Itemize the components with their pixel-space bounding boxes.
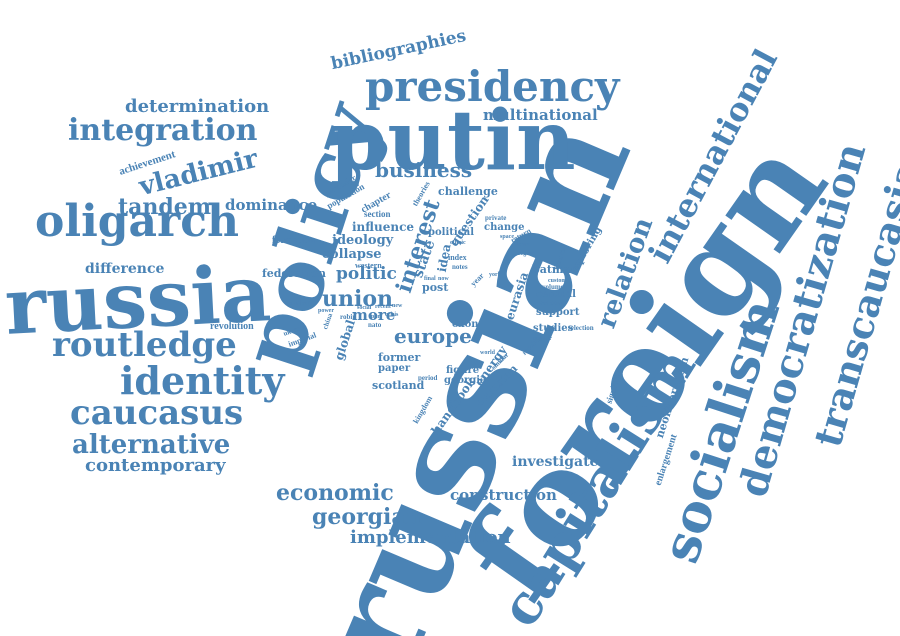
word-construction: construction xyxy=(450,486,557,504)
word-contemporary: contemporary xyxy=(85,455,226,476)
word-influence: influence xyxy=(352,220,415,234)
word-eastern: eastern xyxy=(290,299,312,307)
word-york: york xyxy=(489,272,501,278)
word-period: period xyxy=(418,374,438,382)
word-ethnic: ethnic xyxy=(450,240,466,246)
word-politic: politic xyxy=(336,264,397,284)
word-georgia: georgia xyxy=(444,375,487,386)
word-investigate: investigate xyxy=(512,454,599,470)
word-federation: federation xyxy=(262,267,326,280)
word-more: more xyxy=(352,306,396,324)
word-scotland: scotland xyxy=(372,379,425,392)
word-batman: batman xyxy=(532,263,579,276)
word-georgian: georgian xyxy=(312,504,422,530)
word-figure: figure xyxy=(446,365,480,376)
word-europe: europe xyxy=(394,324,472,348)
word-western: western xyxy=(355,261,382,270)
word-robin: robin xyxy=(340,313,357,321)
word-economic: economic xyxy=(276,480,394,506)
word-private: private xyxy=(485,214,507,222)
word-revolution: revolution xyxy=(210,321,254,332)
word-global: global xyxy=(331,318,358,362)
word-tandem: tandem xyxy=(118,194,212,220)
word-paper: paper xyxy=(378,363,411,374)
word-crisis: crisis xyxy=(385,312,399,318)
word-nato: nato xyxy=(368,321,382,329)
word-difference: difference xyxy=(85,261,165,277)
word-social: social xyxy=(357,305,372,311)
word-oligarch: oligarch xyxy=(35,196,240,247)
word-determination: determination xyxy=(125,96,270,117)
word-integration: integration xyxy=(68,113,258,148)
word-multinational: multinational xyxy=(483,106,598,124)
word-desire: desire xyxy=(515,242,531,248)
word-presidency: presidency xyxy=(365,62,620,111)
word-recent: recent xyxy=(375,304,391,310)
word-business: business xyxy=(375,158,473,182)
word-post: post xyxy=(422,281,449,294)
word-custom: custom xyxy=(548,278,567,284)
word-routledge: routledge xyxy=(52,325,237,365)
word-regular: regular xyxy=(533,336,552,342)
word-volume: volume xyxy=(542,283,564,291)
word-collapse: collapse xyxy=(322,247,382,262)
word-central: central xyxy=(536,289,576,300)
word-region: region xyxy=(518,251,535,257)
word-now: now xyxy=(438,276,449,282)
word-studies: studies xyxy=(533,323,574,334)
word-challenge: challenge xyxy=(438,185,498,198)
word-caucasus: caucasus xyxy=(70,393,244,433)
word-political: political xyxy=(428,227,475,238)
word-section: section xyxy=(364,209,391,219)
word-part: part xyxy=(371,314,382,320)
word-new: new xyxy=(392,303,403,309)
word-dominance: dominance xyxy=(225,196,318,214)
word-world: world xyxy=(480,350,495,356)
word-account: account xyxy=(540,299,564,307)
word-union: union xyxy=(322,286,394,312)
word-final: final xyxy=(424,276,436,282)
word-alternative: alternative xyxy=(72,430,231,460)
word-former: former xyxy=(378,351,421,364)
word-index: index xyxy=(448,253,467,262)
word-space: space xyxy=(500,234,514,240)
word-oxon: oxon xyxy=(452,319,479,330)
word-ideology: ideology xyxy=(332,233,394,248)
word-formation: formation xyxy=(272,235,315,246)
word-selection: selection xyxy=(568,324,594,332)
word-putin: putin xyxy=(330,93,576,189)
word-identity: identity xyxy=(120,358,285,403)
word-change: change xyxy=(484,222,525,233)
word-support: support xyxy=(536,307,580,318)
word-implementation: implementation xyxy=(350,527,511,548)
word-power: power xyxy=(318,308,334,314)
word-notes: notes xyxy=(452,263,468,271)
